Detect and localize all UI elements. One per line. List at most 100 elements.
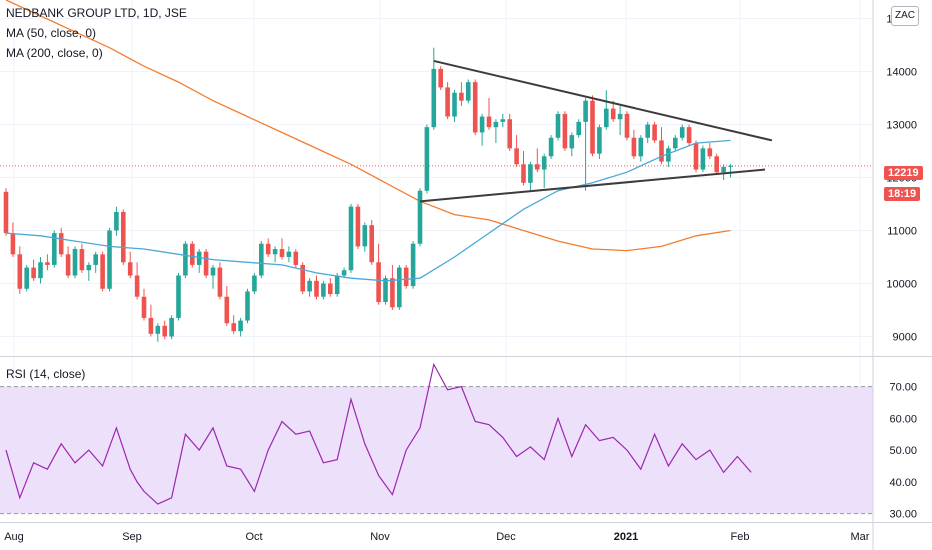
candle-body <box>328 283 333 295</box>
trendlines[interactable] <box>419 59 773 203</box>
candle-body <box>583 100 588 122</box>
rsi-tick-label: 40.00 <box>889 477 917 489</box>
legend-rsi[interactable]: RSI (14, close) <box>6 367 86 381</box>
candle-body <box>410 243 416 287</box>
candle-body <box>390 278 395 308</box>
candle-body <box>10 233 16 255</box>
candle-body <box>514 148 519 165</box>
legend-ma200[interactable]: MA (200, close, 0) <box>6 46 103 60</box>
candle-body <box>431 68 437 128</box>
candle-body <box>403 267 409 287</box>
candle-body <box>424 127 430 191</box>
candle-body <box>155 325 161 334</box>
candle-body <box>52 233 57 265</box>
rsi-tick-label: 70.00 <box>889 382 917 394</box>
candle-body <box>86 264 92 271</box>
ma50-line <box>5 139 731 282</box>
candle-body <box>127 262 133 276</box>
candle-body <box>673 137 678 149</box>
candle-body <box>341 270 347 276</box>
candle-body <box>507 119 512 149</box>
x-tick-label: Dec <box>496 531 516 543</box>
candle-body <box>17 254 23 289</box>
candle-body <box>590 100 595 154</box>
candle-body <box>114 211 119 231</box>
candle-body <box>141 296 147 318</box>
candle-body <box>659 140 664 162</box>
candle-body <box>31 267 36 279</box>
ma200-polyline <box>5 0 731 252</box>
candle-body <box>259 243 264 276</box>
candle-body <box>493 121 499 128</box>
candle-body <box>196 251 202 265</box>
candle-body <box>728 165 733 167</box>
candle-body <box>555 113 561 138</box>
y-tick-label: 13000 <box>886 120 917 132</box>
candle-body <box>24 267 29 289</box>
candle-body <box>631 137 637 157</box>
candle-body <box>562 113 568 149</box>
candle-body <box>521 164 526 183</box>
rsi-line <box>5 362 752 505</box>
candle-body <box>334 275 340 295</box>
candle-body <box>362 225 368 247</box>
candle-body <box>38 262 43 279</box>
candle-body <box>134 275 140 297</box>
candle-body <box>452 92 457 117</box>
candle-body <box>224 296 230 324</box>
ma50-polyline <box>5 139 731 282</box>
candle-body <box>438 68 443 88</box>
x-tick-label: Oct <box>245 531 262 543</box>
candle-body <box>245 291 250 321</box>
candle-body <box>700 148 706 170</box>
y-tick-label: 9000 <box>893 331 917 343</box>
legend-ma50[interactable]: MA (50, close, 0) <box>6 26 97 40</box>
candle-body <box>576 121 581 136</box>
candle-body <box>714 156 719 173</box>
candle-body <box>686 127 692 144</box>
candle-body <box>107 230 112 289</box>
candle-body <box>604 108 609 128</box>
candle-body <box>279 249 285 257</box>
x-tick-label: 2021 <box>614 531 638 543</box>
x-tick-label: Mar <box>851 531 870 543</box>
candle-body <box>58 233 64 255</box>
candle-body <box>569 135 575 149</box>
candle-body <box>293 251 299 265</box>
candle-body <box>638 137 644 157</box>
x-tick-label: Feb <box>731 531 750 543</box>
y-tick-label: 14000 <box>886 67 917 79</box>
candle-body <box>486 116 492 128</box>
candle-body <box>645 124 650 138</box>
candle-body <box>190 243 195 265</box>
candle-body <box>666 148 671 162</box>
candle-body <box>265 243 271 255</box>
candle-body <box>355 206 361 247</box>
rsi-band <box>0 386 873 515</box>
y-tick-label: 11000 <box>887 225 917 237</box>
trendline <box>433 59 773 142</box>
rsi-band-fill <box>0 386 873 514</box>
candle-body <box>252 275 257 292</box>
candle-body <box>383 278 388 303</box>
candle-body <box>272 249 278 255</box>
candle-body <box>397 267 402 308</box>
candle-body <box>500 119 506 122</box>
legend-symbol[interactable]: NEDBANK GROUP LTD, 1D, JSE <box>6 6 187 20</box>
candle-body <box>45 262 50 265</box>
candle-body <box>79 249 85 271</box>
candle-body <box>100 254 105 289</box>
candle-body <box>528 164 533 183</box>
candle-body <box>376 262 381 303</box>
last-price-badge: 12219 <box>884 166 923 180</box>
candle-body <box>300 264 305 292</box>
currency-button[interactable]: ZAC <box>891 6 919 26</box>
candle-body <box>307 280 312 292</box>
candle-body <box>65 254 71 276</box>
candle-body <box>707 148 713 157</box>
candle-body <box>217 267 223 297</box>
x-tick-label: Nov <box>370 531 390 543</box>
rsi-polyline <box>5 362 752 505</box>
